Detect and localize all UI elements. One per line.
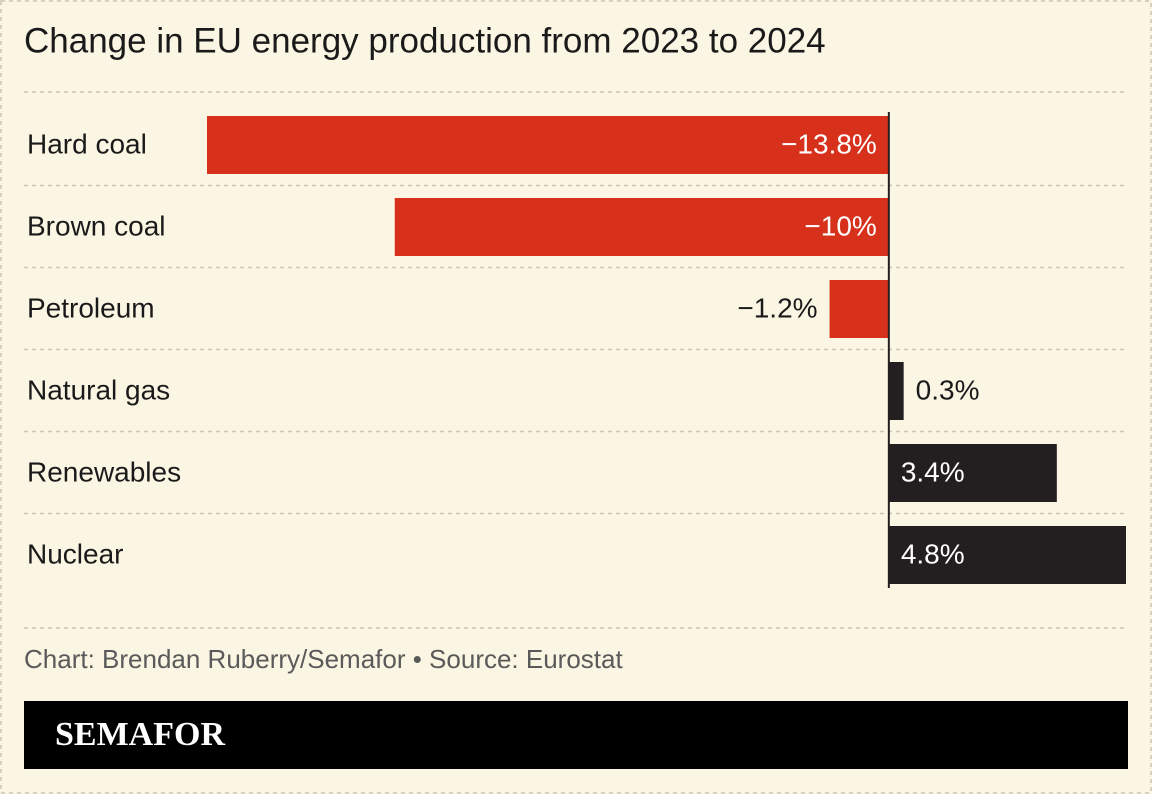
value-label: 0.3% — [916, 374, 980, 405]
brand: SEMAFOR — [55, 716, 225, 753]
bar — [207, 116, 889, 174]
plot: Hard coal −13.8% Brown coal −10% Petroleum −1… — [24, 112, 1128, 588]
category-label: Petroleum — [27, 292, 155, 323]
value-label: 4.8% — [901, 538, 965, 569]
category-label: Hard coal — [27, 128, 147, 159]
category-label: Renewables — [27, 456, 181, 487]
brand-bar — [24, 701, 1128, 769]
chart-title: Change in EU energy production from 2023… — [24, 21, 826, 60]
source: Chart: Brendan Ruberry/Semafor • Source:… — [24, 644, 623, 674]
category-label: Brown coal — [27, 210, 166, 241]
category-label: Nuclear — [27, 538, 123, 569]
category-label: Natural gas — [27, 374, 170, 405]
bar — [829, 280, 889, 338]
value-label: −10% — [804, 210, 876, 241]
value-label: −13.8% — [781, 128, 877, 159]
bar — [888, 526, 1126, 584]
value-label: −1.2% — [737, 292, 817, 323]
bar — [394, 198, 889, 256]
bar — [888, 362, 904, 420]
bar — [888, 444, 1057, 502]
value-label: 3.4% — [901, 456, 965, 487]
